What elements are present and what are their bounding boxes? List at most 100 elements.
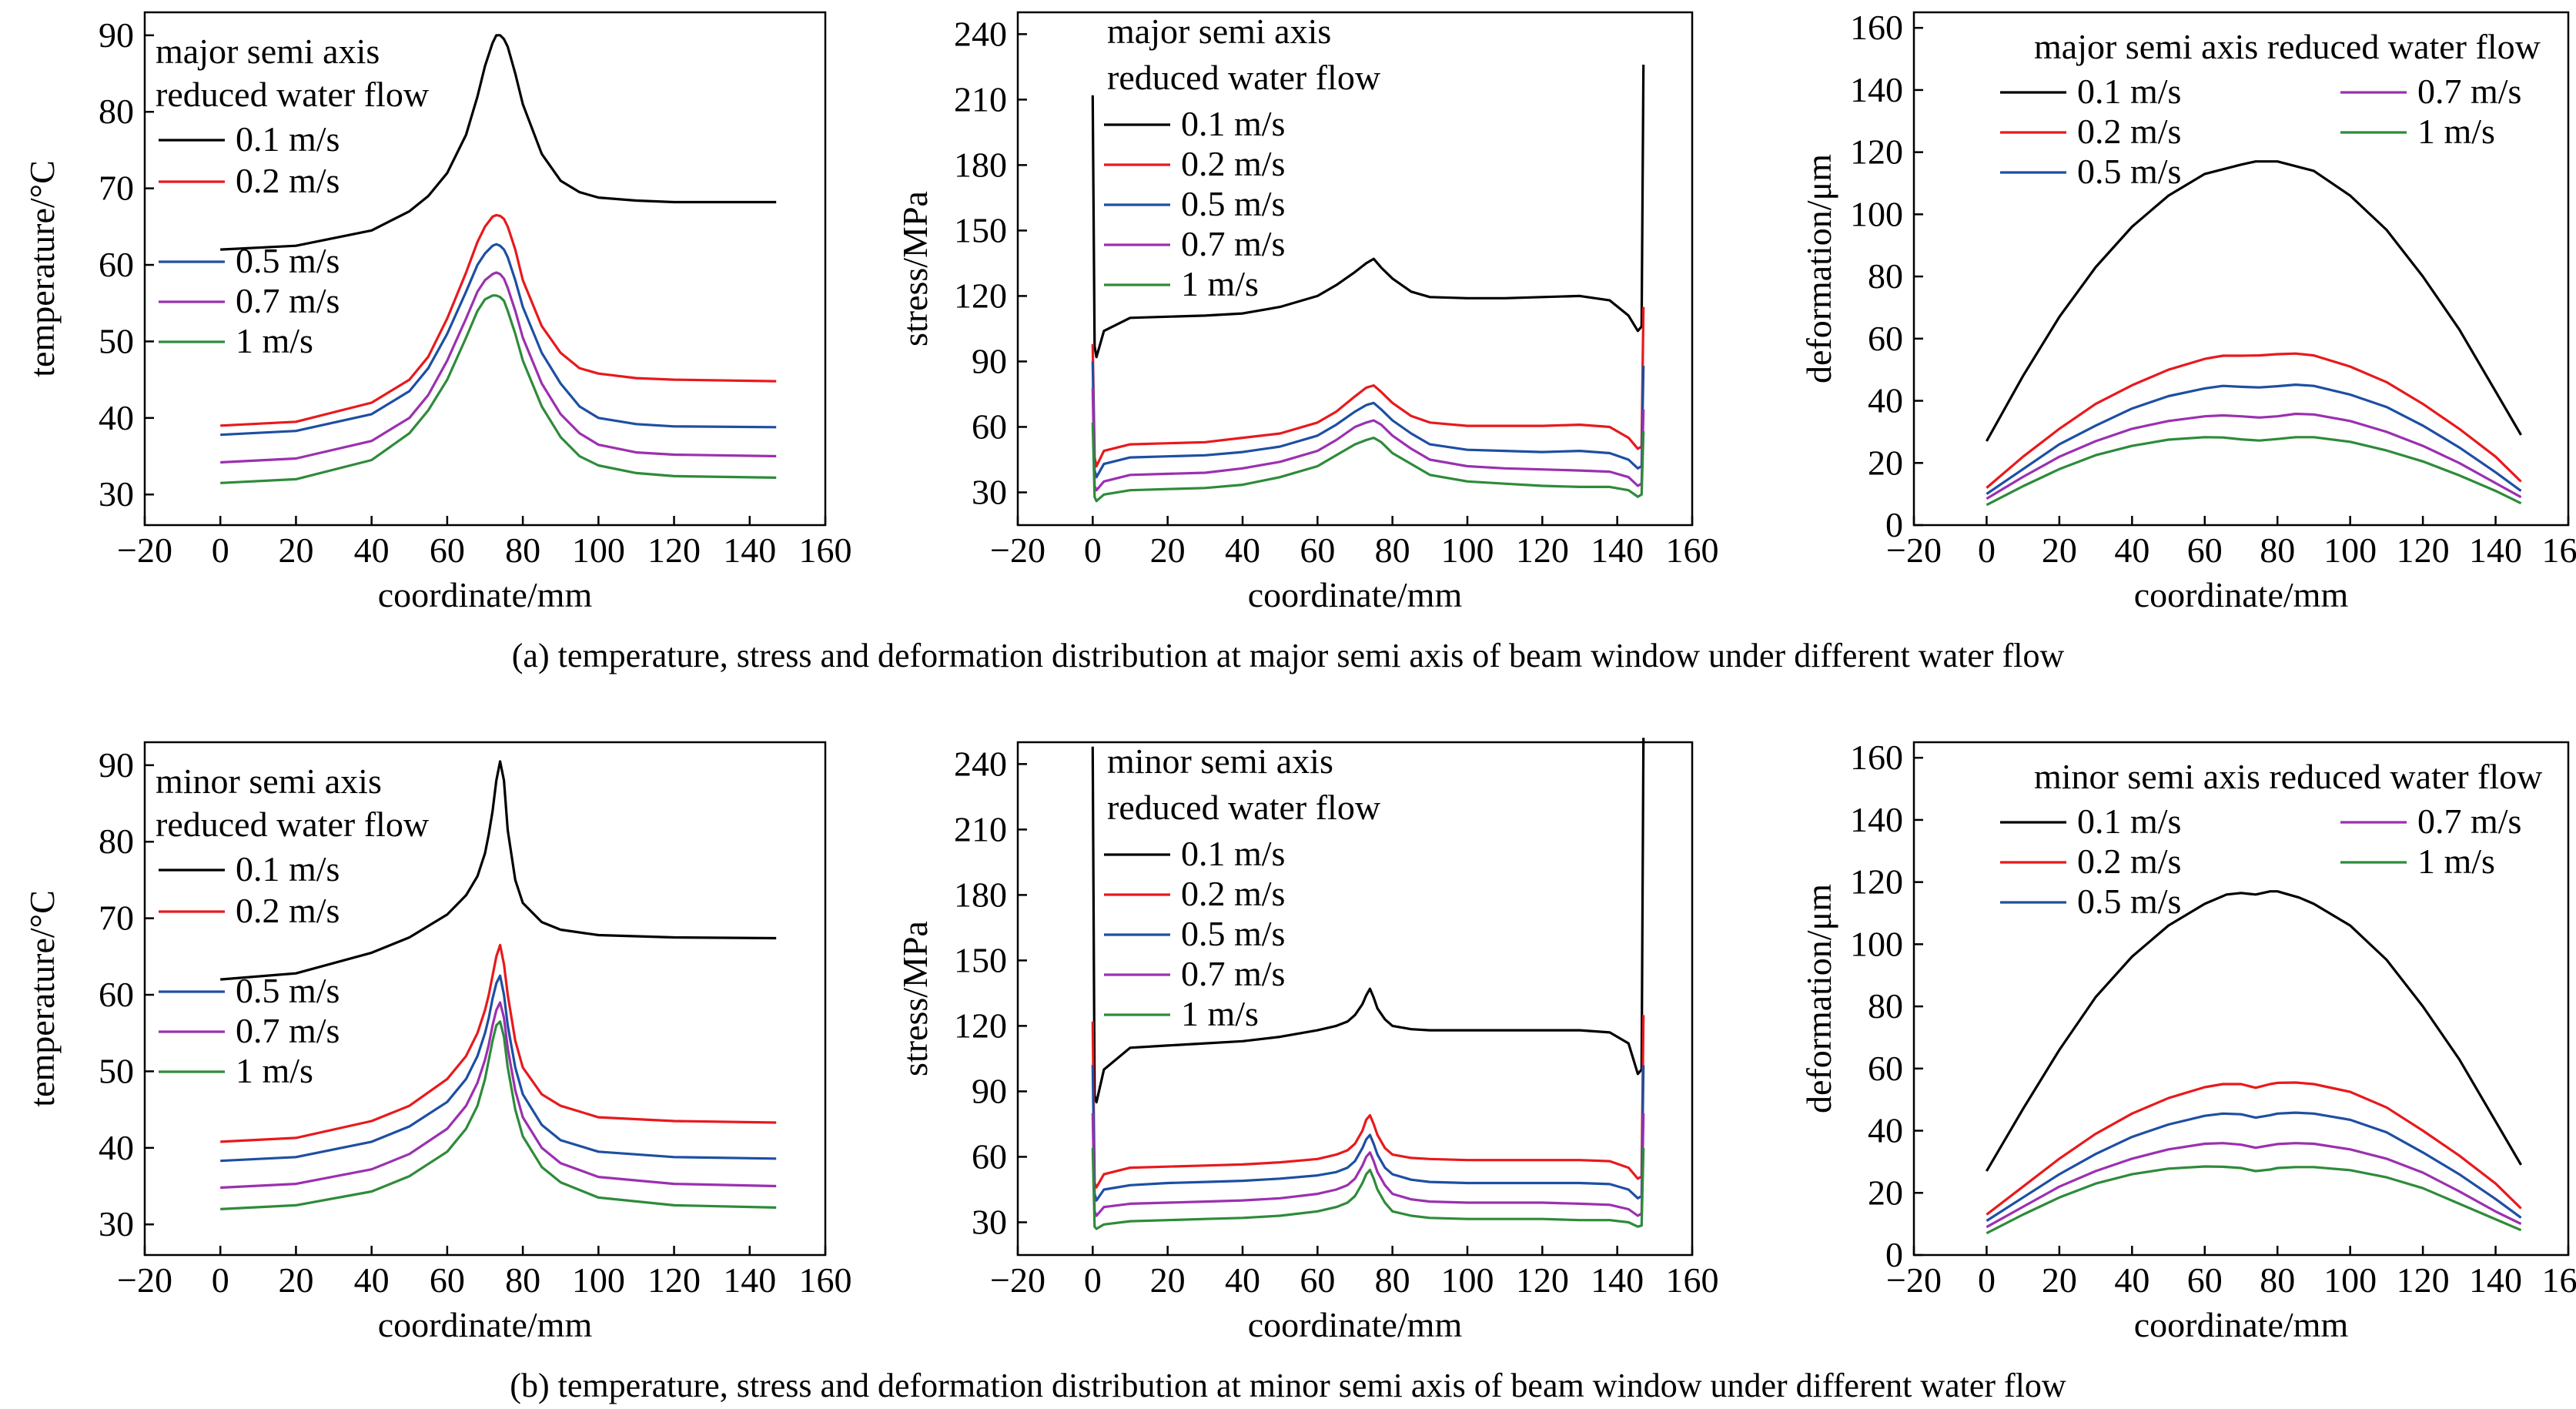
x-tick-label: 160 [799, 1260, 852, 1300]
legend-title: reduced water flow [156, 75, 430, 114]
series-line [1091, 1113, 1645, 1217]
y-tick-label: 20 [1868, 443, 1903, 482]
x-tick-label: 20 [1150, 530, 1186, 570]
x-tick-label: 20 [2042, 1260, 2077, 1300]
legend-entry: 0.2 m/s [1181, 144, 1285, 183]
y-tick-label: 80 [1868, 986, 1903, 1026]
y-tick-label: 150 [954, 210, 1007, 249]
y-tick-label: 40 [99, 398, 134, 437]
x-tick-label: 0 [1084, 1260, 1102, 1300]
x-tick-label: 100 [1441, 530, 1494, 570]
x-tick-label: −20 [990, 1260, 1045, 1300]
legend-entry: 0.2 m/s [236, 161, 340, 200]
legend-entry: 0.5 m/s [2077, 152, 2181, 191]
x-tick-label: 40 [354, 530, 390, 570]
plot-frame [1912, 741, 2570, 1257]
legend: minor semi axis reduced water flow 0.1 m/s… [1104, 741, 1381, 1033]
x-tick-label: 40 [2114, 530, 2149, 570]
legend-entry: 0.1 m/s [1181, 104, 1285, 143]
legend-entry: 0.7 m/s [2417, 802, 2521, 841]
x-tick-label: 60 [1300, 530, 1335, 570]
series-line [1986, 352, 2522, 489]
series-line [1091, 387, 1645, 492]
x-tick-label: 140 [723, 530, 776, 570]
y-tick-label: 140 [1850, 800, 1903, 839]
x-tick-label: 120 [647, 530, 701, 570]
plot-frame [1016, 741, 1694, 1257]
x-axis-label: coordinate/mm [378, 1305, 593, 1344]
x-tick-label: 80 [1375, 1260, 1410, 1300]
legend-entry: 0.5 m/s [1181, 184, 1285, 223]
legend-title: minor semi axis [1107, 741, 1333, 781]
x-tick-label: 80 [1375, 530, 1410, 570]
legend-entry: 0.7 m/s [2417, 72, 2521, 111]
legend-entry: 0.1 m/s [2077, 72, 2181, 111]
y-tick-label: 180 [954, 875, 1007, 914]
x-tick-label: 0 [1978, 1260, 1996, 1300]
series-line [1091, 1148, 1645, 1230]
y-tick-label: 70 [99, 899, 134, 938]
x-tick-label: 140 [1591, 1260, 1644, 1300]
series-line [1986, 1081, 2522, 1216]
series-line [1986, 1142, 2522, 1229]
y-tick-label: 30 [99, 1204, 134, 1243]
x-tick-label: 60 [430, 1260, 465, 1300]
legend: major semi axis reduced water flow 0.1 m/… [2000, 27, 2541, 191]
legend-title: major semi axis reduced water flow [2034, 27, 2541, 66]
x-tick-label: 160 [1666, 1260, 1719, 1300]
x-tick-label: −20 [1886, 1260, 1942, 1300]
x-tick-label: 40 [354, 1260, 390, 1300]
y-tick-label: 40 [99, 1128, 134, 1167]
series-line [1091, 1065, 1645, 1202]
legend-entry: 1 m/s [236, 321, 313, 360]
y-tick-label: 100 [1850, 194, 1903, 233]
legend-entry: 0.2 m/s [1181, 874, 1285, 913]
y-tick-label: 240 [954, 744, 1007, 783]
x-axis-label: coordinate/mm [1248, 1305, 1463, 1344]
y-tick-label: 0 [1885, 1235, 1903, 1274]
caption-a: (a) temperature, stress and deformation … [511, 637, 2065, 674]
x-tick-label: 0 [212, 530, 229, 570]
x-tick-label: 80 [505, 530, 540, 570]
legend-entry: 1 m/s [2417, 112, 2495, 151]
series-line [1986, 412, 2522, 500]
series-line [220, 943, 777, 1143]
legend-entry: 0.7 m/s [236, 1011, 340, 1050]
x-tick-label: 100 [572, 530, 625, 570]
legend-entry: 0.1 m/s [236, 849, 340, 889]
y-tick-label: 0 [1885, 505, 1903, 544]
legend-title: reduced water flow [1107, 58, 1381, 97]
y-tick-label: 30 [972, 472, 1007, 511]
y-tick-label: 40 [1868, 381, 1903, 420]
legend: major semi axis reduced water flow 0.1 m/s… [1104, 12, 1381, 303]
legend-entry: 1 m/s [1181, 264, 1259, 303]
x-tick-label: −20 [117, 1260, 172, 1300]
legend-title: minor semi axis [156, 761, 382, 801]
y-tick-label: 50 [99, 1051, 134, 1090]
y-tick-label: 60 [99, 245, 134, 284]
x-tick-label: 0 [1978, 530, 1996, 570]
x-tick-label: 20 [278, 530, 313, 570]
series-line [220, 271, 777, 464]
legend-title: minor semi axis reduced water flow [2034, 757, 2543, 796]
x-tick-label: 60 [430, 530, 465, 570]
caption-b: (b) temperature, stress and deformation … [510, 1367, 2066, 1404]
x-tick-label: 20 [278, 1260, 313, 1300]
y-tick-label: 90 [99, 15, 134, 55]
y-tick-label: 90 [972, 1071, 1007, 1110]
x-tick-label: 40 [1225, 530, 1260, 570]
x-tick-label: 140 [1591, 530, 1644, 570]
x-tick-label: 140 [2469, 530, 2522, 570]
x-tick-label: −20 [1886, 530, 1942, 570]
series-line [1986, 383, 2522, 495]
x-axis-label: coordinate/mm [2134, 575, 2349, 614]
y-tick-label: 210 [954, 79, 1007, 119]
y-tick-label: 50 [99, 321, 134, 360]
x-tick-label: 0 [212, 1260, 229, 1300]
x-tick-label: 160 [1666, 530, 1719, 570]
legend: minor semi axis reduced water flow 0.1 m/… [2000, 757, 2543, 921]
x-tick-label: 120 [1516, 530, 1569, 570]
x-tick-label: 100 [572, 1260, 625, 1300]
series-line [1091, 422, 1645, 503]
